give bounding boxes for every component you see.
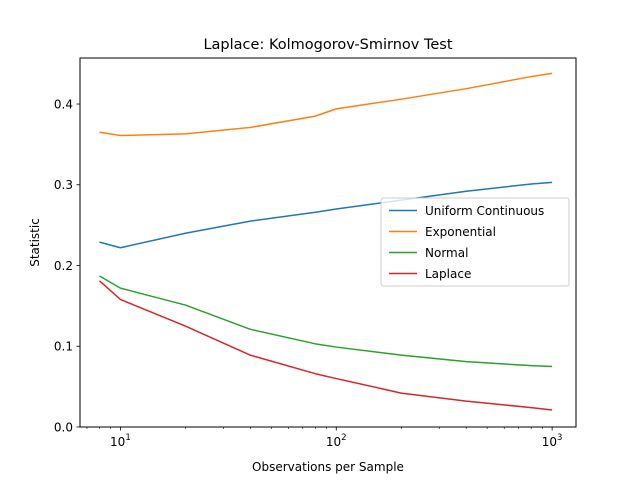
legend: Uniform Continuous Exponential Normal Lapla… [380, 197, 570, 287]
x-tick-label-exp: 3 [557, 433, 562, 443]
x-tick-label-exp: 2 [341, 433, 346, 443]
legend-entry-label: Exponential [425, 225, 496, 239]
x-axis-label: Observations per Sample [252, 460, 404, 474]
series-line-1 [99, 72, 553, 137]
y-tick-label: 0.1 [54, 340, 73, 354]
series-line-0 [99, 181, 553, 249]
y-tick-label: 0.2 [54, 259, 73, 273]
series-line-2 [99, 275, 553, 368]
x-tick-label: 101 [110, 433, 131, 449]
legend-frame [380, 197, 570, 287]
x-tick-label: 103 [542, 433, 563, 449]
y-tick-label: 0.0 [54, 420, 73, 434]
x-tick-label-base: 10 [110, 435, 125, 449]
y-axis-label: Statistic [28, 218, 42, 267]
plot-frame [79, 57, 577, 428]
legend-entry-label: Uniform Continuous [425, 204, 544, 218]
chart-title: Laplace: Kolmogorov-Smirnov Test [203, 37, 452, 53]
y-axis-ticks: 0.0 0.1 0.2 0.3 0.4 [54, 97, 80, 434]
series-line-3 [98, 280, 553, 411]
x-tick-label: 102 [326, 433, 347, 449]
x-tick-label-base: 10 [542, 435, 557, 449]
legend-entry-label: Normal [425, 246, 468, 260]
legend-entry-label: Laplace [425, 267, 471, 281]
y-tick-label: 0.3 [54, 178, 73, 192]
y-tick-label: 0.4 [54, 97, 73, 111]
x-tick-label-exp: 1 [125, 433, 130, 443]
x-axis-ticks: 101 102 103 [86, 427, 563, 449]
x-tick-label-base: 10 [326, 435, 341, 449]
plot-lines [98, 72, 553, 411]
